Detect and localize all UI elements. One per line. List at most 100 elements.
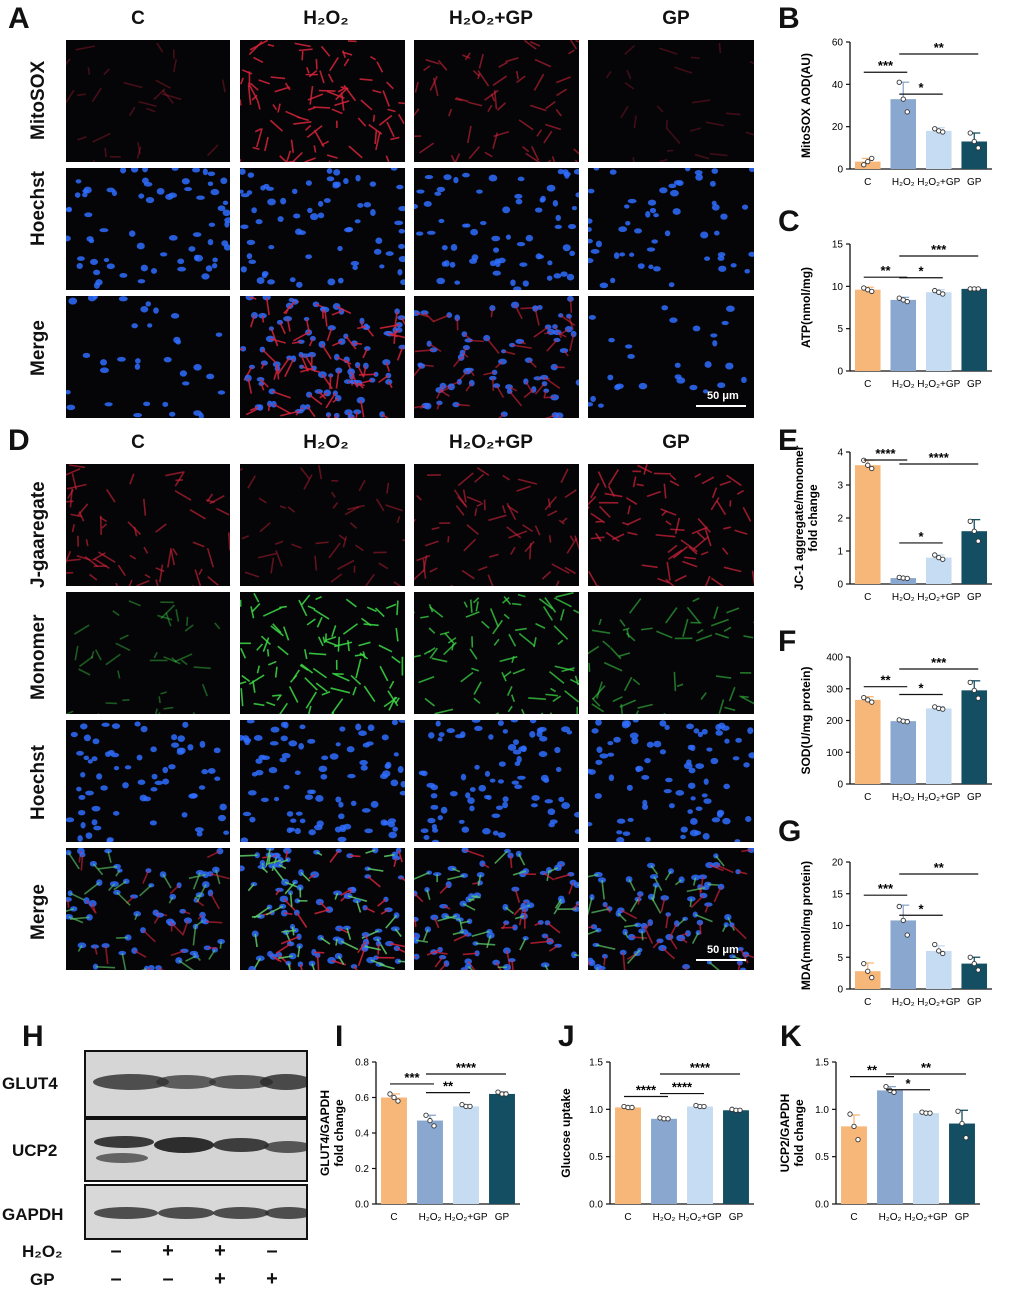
significance-label: **** — [690, 1060, 711, 1075]
bar — [961, 690, 988, 784]
data-point — [971, 528, 977, 534]
data-point — [387, 1091, 393, 1097]
data-point — [967, 954, 973, 960]
significance-label: ** — [934, 40, 945, 55]
y-axis-label: SOD(U/mg protein) — [799, 667, 813, 775]
data-point — [904, 932, 910, 938]
y-tick-label: 15 — [832, 240, 844, 251]
y-tick-label: 0 — [837, 367, 843, 378]
column-label-h2o2: H₂O₂ — [303, 8, 349, 29]
data-point — [865, 697, 871, 703]
data-point — [869, 288, 875, 295]
micrograph-tile — [588, 464, 754, 586]
bar — [841, 1126, 867, 1204]
data-point — [861, 162, 867, 168]
x-tick-label: H₂O₂+GP — [917, 792, 960, 803]
data-point — [967, 679, 973, 686]
blot-label-glut4: GLUT4 — [2, 1074, 58, 1093]
data-point — [975, 967, 981, 973]
significance-label: * — [918, 264, 924, 279]
significance-label: ** — [934, 860, 945, 875]
x-tick-label: H₂O₂ — [879, 1212, 902, 1223]
significance-label: ** — [880, 673, 891, 688]
x-tick-label: GP — [967, 592, 982, 603]
bar — [854, 465, 881, 584]
bar — [615, 1107, 641, 1204]
chart-i-glut4: GLUT4/GAPDH fold change 0.0 0.2 0.4 0.6 0.8 C H₂… — [318, 1058, 520, 1223]
y-axis-label: GLUT4/GAPDH — [318, 1090, 332, 1176]
bar — [961, 531, 988, 584]
x-tick-label: C — [864, 997, 871, 1008]
micrograph-tile — [414, 592, 579, 714]
data-point — [467, 1103, 473, 1110]
bar — [949, 1123, 975, 1204]
data-point — [629, 1104, 635, 1111]
bar — [489, 1093, 515, 1204]
micrograph-tile — [588, 40, 754, 162]
column-label-h2o2-gp: H₂O₂+GP — [449, 8, 533, 29]
scale-bar-a — [696, 405, 746, 407]
y-tick-label: 0.8 — [355, 1058, 369, 1069]
x-tick-label: C — [864, 592, 871, 603]
micrograph-tile — [588, 168, 754, 290]
bar — [890, 578, 917, 584]
panel-letter-g: G — [778, 815, 802, 848]
x-tick-label: H₂O₂ — [892, 379, 915, 390]
y-tick-label: 40 — [832, 80, 844, 91]
x-tick-label: C — [850, 1212, 857, 1223]
bar — [854, 289, 881, 371]
y-tick-label: 100 — [826, 748, 843, 759]
row-label-hoechst-d: Hoechst — [28, 745, 49, 820]
blot-sign: + — [266, 1268, 278, 1290]
data-point — [900, 96, 906, 102]
x-tick-label: GP — [967, 997, 982, 1008]
x-tick-label: GP — [967, 792, 982, 803]
data-point — [940, 950, 946, 957]
micrograph-tile — [66, 296, 230, 418]
y-tick-label: 0 — [837, 580, 843, 591]
bar — [453, 1106, 479, 1204]
y-tick-label: 0.6 — [355, 1093, 369, 1104]
significance-label: *** — [878, 881, 894, 896]
significance-label: **** — [636, 1082, 657, 1097]
bar — [925, 557, 952, 584]
y-tick-label: 1.0 — [589, 1105, 603, 1116]
y-tick-label: 20 — [832, 122, 844, 133]
y-tick-label: 20 — [832, 858, 844, 869]
y-axis-label: ATP(nmol/mg) — [799, 267, 813, 348]
y-tick-label: 400 — [826, 653, 843, 664]
data-point — [883, 1083, 889, 1090]
y-axis-label: fold change — [332, 1099, 346, 1167]
data-point — [431, 1123, 437, 1129]
significance-label: * — [905, 1076, 911, 1091]
bar — [723, 1110, 749, 1204]
x-tick-label: H₂O₂ — [892, 792, 915, 803]
micrograph-tile — [66, 848, 230, 970]
column-label-gp-d: GP — [662, 432, 690, 453]
y-tick-label: 0.0 — [589, 1200, 603, 1211]
data-point — [865, 158, 871, 165]
y-tick-label: 1 — [837, 547, 843, 558]
y-tick-label: 1.5 — [589, 1058, 603, 1069]
significance-label: *** — [931, 242, 947, 257]
bar — [890, 920, 917, 989]
x-tick-label: C — [864, 792, 871, 803]
micrograph-tile — [240, 296, 405, 418]
panel-letter-c: C — [778, 205, 800, 238]
bar — [854, 971, 881, 989]
row-label-merge: Merge — [28, 320, 49, 376]
row-label-merge-d: Merge — [28, 884, 49, 940]
data-point — [896, 79, 902, 85]
y-axis-label: fold change — [806, 484, 820, 552]
bar — [961, 141, 988, 169]
data-point — [865, 968, 871, 974]
micrograph-tile — [414, 168, 579, 290]
data-point — [967, 518, 973, 524]
micrograph-tile — [414, 720, 579, 842]
bar — [961, 288, 988, 371]
blot-sign: + — [214, 1240, 226, 1262]
blot-bands-glut4 — [86, 1052, 306, 1116]
x-tick-label: H₂O₂+GP — [917, 592, 960, 603]
x-tick-label: H₂O₂ — [419, 1212, 442, 1223]
